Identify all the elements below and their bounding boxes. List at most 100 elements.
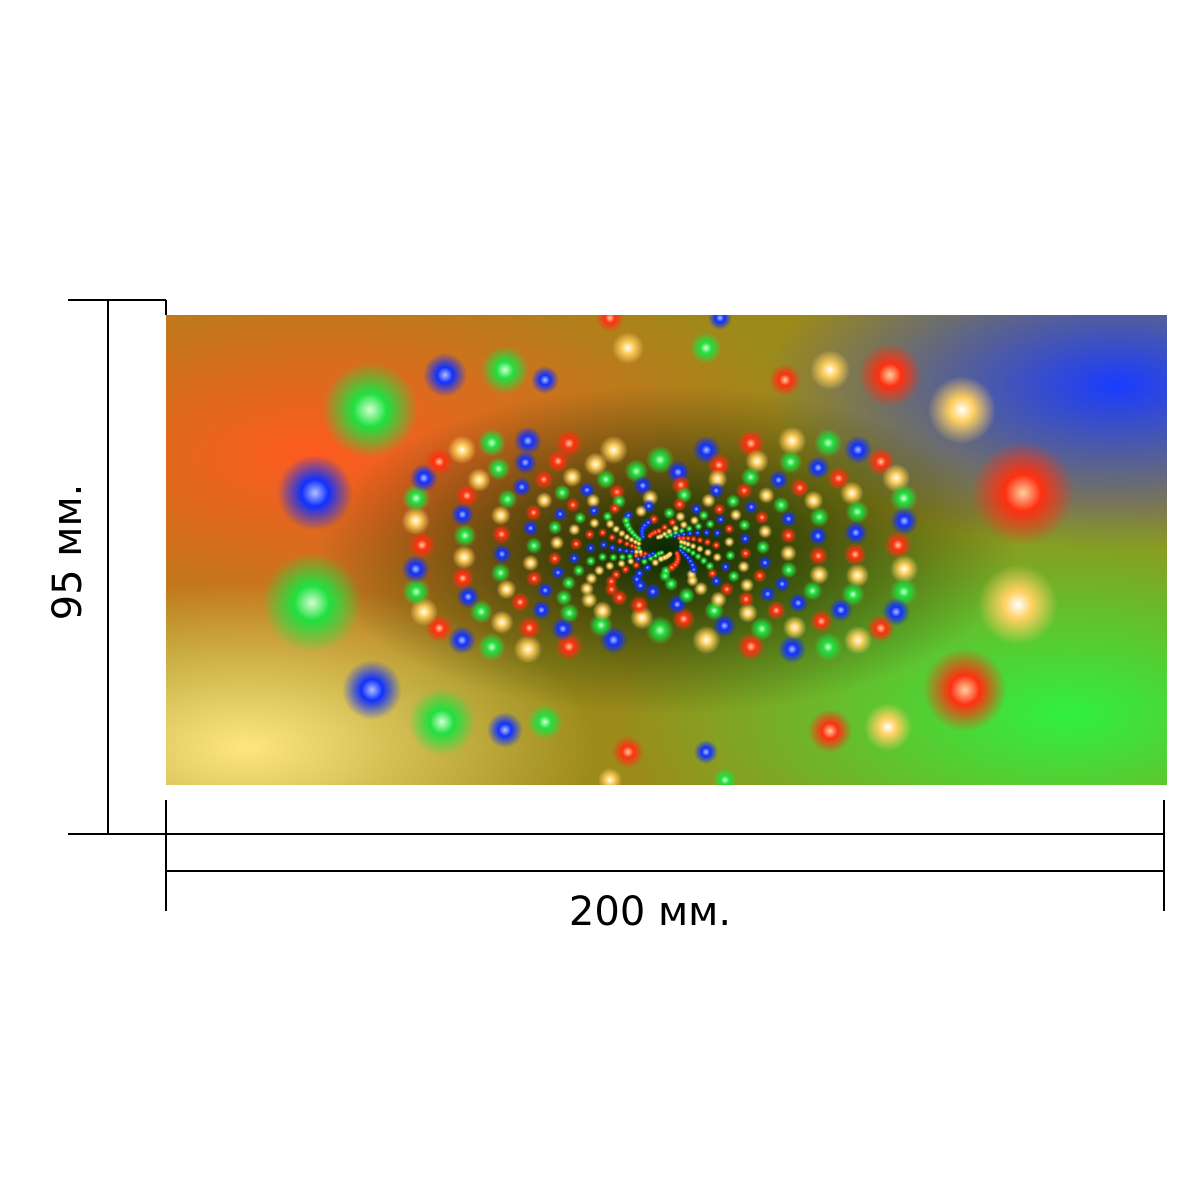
light-dot — [712, 552, 722, 562]
light-dot — [773, 575, 791, 593]
light-dot — [533, 469, 554, 490]
light-dot — [450, 502, 475, 527]
light-dot — [559, 603, 580, 623]
light-dot — [809, 609, 834, 633]
light-dot — [808, 545, 829, 566]
light-dot — [553, 484, 571, 502]
light-dot — [744, 499, 759, 515]
light-dot — [612, 332, 644, 364]
light-dot — [808, 526, 828, 546]
light-dot — [705, 519, 715, 529]
light-dot — [694, 522, 703, 531]
light-dot — [486, 457, 511, 481]
light-dot — [777, 426, 807, 455]
light-dot — [684, 535, 692, 542]
light-dot — [616, 537, 624, 545]
light-dot — [612, 525, 621, 534]
light-dot — [663, 507, 676, 520]
light-dot — [750, 617, 774, 641]
light-dot — [737, 603, 758, 623]
light-dot — [702, 528, 711, 537]
light-dot — [450, 566, 475, 590]
light-dot — [712, 614, 737, 638]
light-dot — [635, 545, 642, 551]
light-dot — [592, 601, 613, 621]
light-dot — [768, 470, 789, 490]
light-dot — [618, 553, 627, 561]
light-dot — [618, 529, 626, 538]
light-dot — [550, 565, 566, 580]
light-dot — [595, 469, 616, 490]
light-dot — [599, 435, 628, 465]
light-dot — [623, 540, 631, 548]
light-dot — [644, 583, 662, 600]
light-dot — [547, 520, 563, 535]
light-dot — [694, 552, 702, 561]
light-dot — [726, 494, 741, 509]
light-dot — [636, 540, 642, 547]
light-dot — [723, 523, 735, 535]
light-dot — [622, 547, 630, 555]
light-dot — [766, 600, 787, 621]
light-dot — [407, 530, 437, 560]
light-dot — [546, 449, 570, 473]
light-dot — [890, 506, 919, 536]
light-dot — [599, 540, 609, 550]
light-dot — [467, 468, 491, 492]
light-dot — [616, 546, 624, 554]
light-dot — [923, 648, 1007, 732]
light-dot — [712, 528, 723, 538]
light-dot — [481, 346, 529, 394]
light-dot — [452, 545, 477, 570]
light-dot — [642, 550, 649, 557]
light-dot — [692, 625, 721, 655]
light-dot — [562, 467, 583, 487]
light-dot — [737, 590, 755, 608]
light-dot — [739, 547, 752, 560]
light-dot — [739, 578, 755, 593]
light-dot — [572, 564, 585, 577]
light-dot — [477, 632, 506, 662]
light-dot — [453, 523, 477, 548]
light-dot — [650, 550, 656, 557]
light-dot — [788, 593, 809, 613]
light-dot — [477, 428, 506, 458]
light-dot — [693, 581, 709, 596]
light-dot — [672, 497, 687, 512]
light-dot — [568, 552, 581, 565]
light-dot — [612, 736, 644, 768]
light-dot — [735, 482, 753, 499]
light-dot — [527, 704, 563, 740]
light-dot — [703, 538, 712, 547]
light-dot — [708, 315, 732, 330]
light-dot — [690, 503, 703, 516]
light-dot — [778, 450, 803, 474]
light-dot — [713, 768, 737, 785]
light-dot — [587, 504, 601, 517]
light-dot — [522, 519, 539, 537]
light-dot — [678, 543, 684, 550]
light-dot — [585, 542, 596, 554]
light-dot — [565, 497, 581, 512]
light-dot — [713, 503, 726, 516]
light-dot — [858, 343, 922, 407]
light-dot — [808, 709, 852, 753]
light-dot — [585, 555, 597, 567]
light-dot — [705, 561, 715, 571]
light-dot — [634, 568, 645, 579]
light-dot — [646, 533, 653, 539]
light-dot — [675, 511, 686, 522]
light-dot — [809, 507, 830, 527]
light-dot — [607, 533, 617, 542]
light-dot — [322, 362, 418, 458]
light-dot — [549, 535, 565, 550]
light-dot — [780, 561, 798, 579]
height-dimension — [68, 299, 167, 835]
light-dot — [789, 478, 810, 498]
light-dot — [689, 542, 697, 550]
light-dot — [971, 441, 1075, 545]
light-dot — [423, 353, 467, 397]
light-dot — [402, 577, 431, 606]
light-dot — [401, 506, 430, 536]
